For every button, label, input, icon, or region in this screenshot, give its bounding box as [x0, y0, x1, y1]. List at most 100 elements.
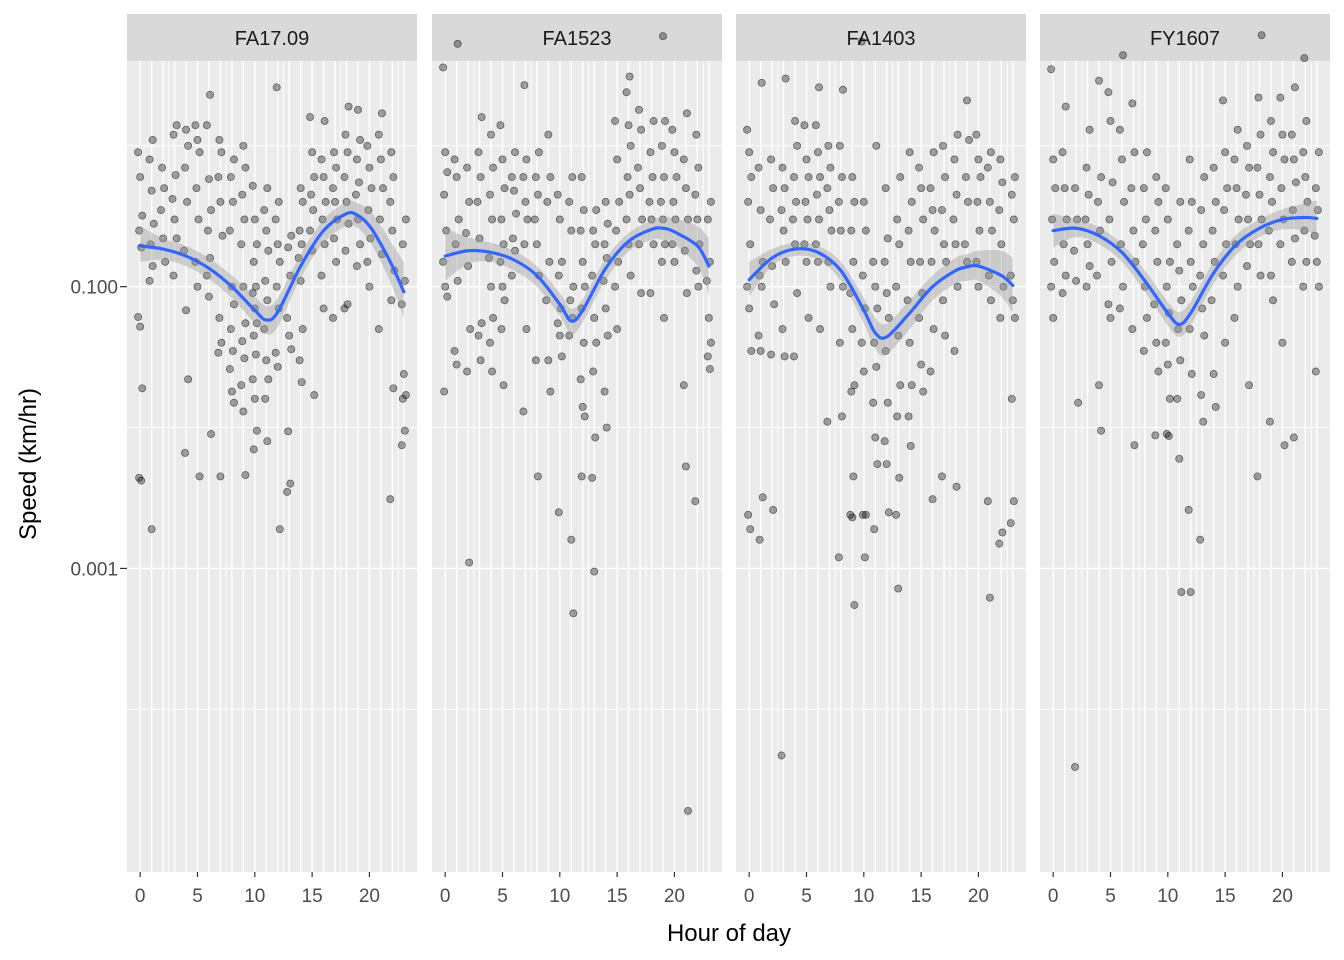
data-point — [181, 163, 189, 172]
data-point — [860, 553, 869, 562]
data-point — [216, 472, 225, 481]
data-point — [905, 338, 914, 347]
data-point — [1219, 271, 1228, 280]
data-point — [637, 125, 646, 134]
data-point — [1164, 432, 1173, 441]
data-point — [273, 362, 282, 371]
data-point — [691, 190, 700, 199]
data-point — [1115, 125, 1124, 134]
data-point — [780, 184, 789, 193]
data-point — [486, 190, 494, 199]
data-point — [1255, 190, 1264, 199]
data-point — [601, 304, 610, 313]
data-point — [754, 163, 763, 172]
x-axis-title: Hour of day — [667, 920, 791, 947]
data-point — [767, 155, 776, 164]
data-point — [804, 313, 813, 322]
data-point — [755, 535, 764, 544]
data-point — [136, 173, 145, 182]
data-point — [356, 136, 364, 144]
data-point — [848, 325, 857, 334]
data-point — [1008, 296, 1017, 305]
data-point — [998, 528, 1007, 537]
data-point — [870, 338, 879, 347]
data-point — [756, 346, 765, 355]
data-point — [310, 173, 319, 182]
data-point — [1256, 130, 1265, 139]
data-point — [645, 197, 654, 206]
data-point — [497, 215, 506, 224]
x-tick-label: 20 — [359, 886, 380, 907]
data-point — [387, 148, 396, 157]
x-tick-label: 15 — [302, 886, 323, 907]
data-point — [389, 173, 398, 182]
data-point — [672, 173, 681, 182]
data-point — [871, 433, 880, 442]
data-point — [592, 338, 601, 347]
data-point — [983, 163, 992, 172]
data-point — [241, 471, 250, 480]
data-point — [477, 113, 486, 122]
data-point — [275, 525, 284, 534]
data-point — [882, 460, 891, 469]
data-point — [452, 360, 461, 369]
data-point — [1175, 266, 1184, 275]
data-point — [705, 365, 714, 374]
x-tick-label: 15 — [607, 886, 628, 907]
data-point — [1130, 148, 1139, 157]
data-point — [1176, 197, 1185, 206]
data-point — [827, 226, 836, 235]
data-point — [917, 184, 926, 193]
data-point — [896, 173, 905, 182]
data-point — [1278, 338, 1287, 347]
data-point — [1104, 88, 1113, 97]
data-point — [1084, 190, 1093, 199]
data-point — [858, 271, 867, 280]
data-point — [1161, 338, 1170, 347]
data-point — [172, 121, 181, 130]
data-point — [801, 197, 810, 206]
data-point — [1097, 426, 1106, 435]
data-point — [1300, 54, 1309, 62]
data-point — [684, 215, 692, 224]
data-point — [374, 325, 383, 334]
data-point — [1186, 588, 1195, 596]
panel-background — [736, 61, 1026, 872]
data-point — [306, 226, 315, 235]
data-point — [950, 155, 959, 164]
data-point — [229, 300, 238, 309]
y-axis-title: Speed (km/hr) — [15, 388, 42, 540]
data-point — [768, 262, 777, 271]
data-point — [261, 276, 270, 285]
data-point — [377, 109, 386, 118]
data-point — [660, 313, 668, 322]
data-point — [451, 240, 460, 249]
data-point — [884, 508, 893, 517]
data-point — [1197, 391, 1206, 400]
data-point — [702, 276, 711, 285]
data-point — [1198, 304, 1207, 313]
data-point — [904, 412, 913, 421]
data-point — [543, 197, 552, 206]
data-point — [657, 257, 666, 266]
data-point — [169, 271, 178, 280]
data-point — [149, 219, 158, 228]
data-point — [892, 510, 901, 519]
data-point — [861, 226, 870, 235]
data-point — [450, 346, 459, 355]
data-point — [145, 155, 154, 164]
data-point — [545, 257, 554, 266]
data-point — [859, 197, 868, 206]
data-point — [439, 63, 448, 72]
data-point — [379, 184, 387, 193]
data-point — [1177, 296, 1186, 305]
data-point — [691, 497, 700, 506]
data-point — [671, 215, 680, 224]
data-point — [834, 197, 843, 206]
data-point — [939, 141, 947, 150]
data-point — [915, 163, 924, 172]
data-point — [519, 407, 528, 416]
data-point — [1118, 155, 1126, 164]
data-point — [904, 226, 913, 235]
data-point — [1287, 257, 1296, 266]
